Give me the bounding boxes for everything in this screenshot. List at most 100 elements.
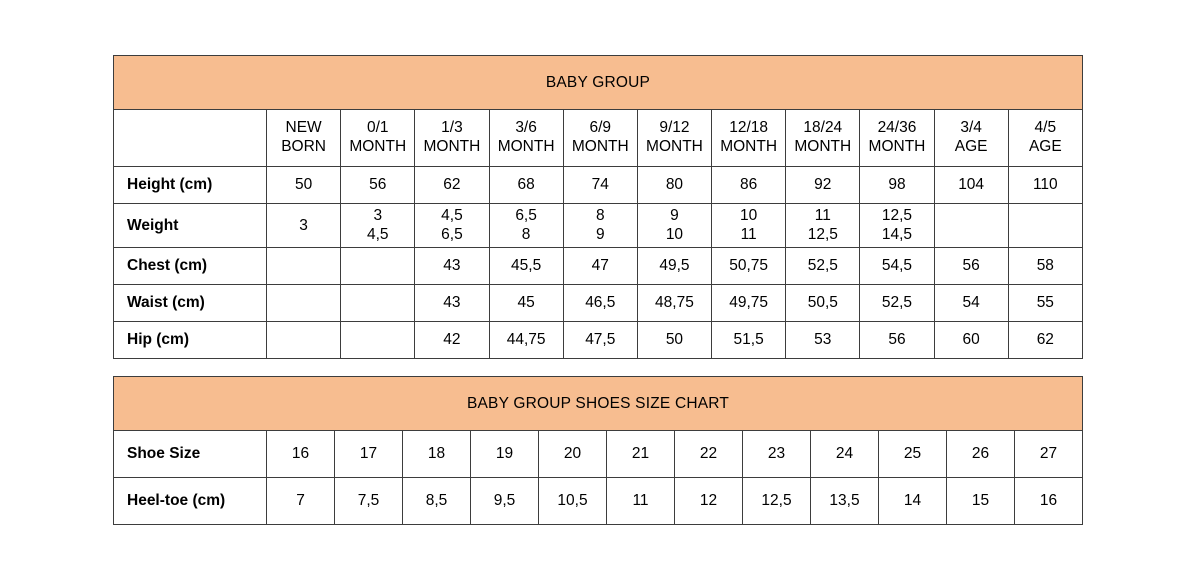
shoes-cell-r2-c12: 16 [1013,477,1084,525]
baby-group-cell-r2-c10 [933,203,1009,248]
table-row: Hip (cm) 42 44,75 47,5 50 51,5 53 56 60 62 [113,321,1083,359]
shoes-row-label-2: Heel-toe (cm) [113,477,267,525]
shoes-cell-r1-c2: 17 [334,430,403,478]
baby-group-cell-r3-c11: 58 [1007,247,1083,285]
baby-group-cell-r3-c3: 43 [414,247,490,285]
baby-group-cell-r4-c9: 52,5 [859,284,935,322]
shoes-cell-r1-c12: 27 [1013,430,1084,478]
baby-group-column-header-1: NEW BORN [265,109,342,167]
shoes-cell-r1-c9: 24 [810,430,879,478]
baby-group-cell-r4-c8: 50,5 [785,284,861,322]
baby-group-cell-r2-c9: 12,5 14,5 [859,203,935,248]
shoes-cell-r2-c1: 7 [266,477,335,525]
shoes-cell-r1-c6: 21 [606,430,675,478]
baby-group-column-header-row: NEW BORN 0/1 MONTH 1/3 MONTH 3/6 MONTH 6/9 M… [113,109,1083,167]
baby-group-row-label-4: Waist (cm) [113,284,267,322]
baby-group-column-header-7: 12/18 MONTH [711,109,787,167]
baby-group-column-header-4: 3/6 MONTH [488,109,564,167]
baby-group-cell-r4-c4: 45 [488,284,564,322]
baby-group-cell-r3-c4: 45,5 [488,247,564,285]
shoes-body: Shoe Size 16 17 18 19 20 21 22 23 24 25 26 27 Heel-to… [113,430,1084,525]
baby-group-cell-r1-c8: 92 [785,166,861,204]
baby-group-title: BABY GROUP [113,55,1083,110]
baby-group-cell-r3-c10: 56 [933,247,1009,285]
baby-group-size-table: BABY GROUP NEW BORN 0/1 MONTH 1/3 MONTH 3/6… [113,55,1083,359]
baby-group-corner-cell [113,109,267,167]
baby-group-cell-r1-c5: 74 [562,166,638,204]
shoes-chart-block: BABY GROUP SHOES SIZE CHART Shoe Size 16 1… [112,376,1084,525]
baby-group-row-label-5: Hip (cm) [113,321,267,359]
baby-group-cell-r2-c3: 4,5 6,5 [414,203,490,248]
shoes-cell-r2-c7: 12 [674,477,743,525]
table-row: Heel-toe (cm) 7 7,5 8,5 9,5 10,5 11 12 12,5 13,5 1… [113,477,1084,525]
baby-group-cell-r5-c3: 42 [414,321,490,359]
shoes-cell-r1-c1: 16 [266,430,335,478]
shoes-cell-r1-c4: 19 [470,430,539,478]
baby-group-column-header-6: 9/12 MONTH [636,109,713,167]
baby-group-cell-r4-c7: 49,75 [711,284,787,322]
baby-group-cell-r5-c8: 53 [785,321,861,359]
baby-group-banner-row: BABY GROUP [113,55,1083,110]
baby-group-cell-r5-c2 [340,321,416,359]
shoes-cell-r2-c5: 10,5 [538,477,607,525]
table-row: Height (cm) 50 56 62 68 74 80 86 92 98 104 110 [113,166,1083,204]
baby-group-cell-r4-c11: 55 [1007,284,1083,322]
baby-group-cell-r5-c1 [265,321,342,359]
shoes-chart-title: BABY GROUP SHOES SIZE CHART [112,376,1084,431]
baby-group-cell-r1-c6: 80 [636,166,713,204]
baby-group-cell-r4-c1 [265,284,342,322]
baby-group-cell-r1-c3: 62 [414,166,490,204]
baby-group-cell-r1-c7: 86 [711,166,787,204]
baby-group-cell-r4-c5: 46,5 [562,284,638,322]
baby-group-row-label-3: Chest (cm) [113,247,267,285]
baby-group-cell-r2-c1: 3 [265,203,342,248]
shoes-cell-r2-c4: 9,5 [470,477,539,525]
baby-group-cell-r3-c9: 54,5 [859,247,935,285]
baby-group-row-label-2: Weight [113,203,267,248]
baby-group-cell-r1-c1: 50 [265,166,342,204]
baby-group-cell-r5-c5: 47,5 [562,321,638,359]
baby-group-cell-r3-c1 [265,247,342,285]
shoes-cell-r1-c5: 20 [538,430,607,478]
baby-group-cell-r3-c7: 50,75 [711,247,787,285]
baby-group-cell-r4-c6: 48,75 [636,284,713,322]
table-row: Waist (cm) 43 45 46,5 48,75 49,75 50,5 52,5 54 55 [113,284,1083,322]
shoes-cell-r1-c3: 18 [402,430,471,478]
baby-group-cell-r4-c2 [340,284,416,322]
baby-group-body: Height (cm) 50 56 62 68 74 80 86 92 98 104 110 Weigh… [113,166,1083,359]
baby-group-cell-r1-c10: 104 [933,166,1009,204]
baby-group-cell-r3-c5: 47 [562,247,638,285]
baby-group-cell-r2-c5: 8 9 [562,203,638,248]
baby-group-column-header-8: 18/24 MONTH [785,109,861,167]
shoes-cell-r2-c8: 12,5 [742,477,811,525]
shoes-row-label-1: Shoe Size [113,430,267,478]
baby-group-cell-r5-c9: 56 [859,321,935,359]
shoes-cell-r1-c7: 22 [674,430,743,478]
shoes-cell-r2-c6: 11 [606,477,675,525]
baby-group-cell-r2-c7: 10 11 [711,203,787,248]
table-row: Shoe Size 16 17 18 19 20 21 22 23 24 25 26 27 [113,430,1084,478]
baby-group-cell-r2-c4: 6,5 8 [488,203,564,248]
baby-group-column-header-9: 24/36 MONTH [859,109,935,167]
baby-group-cell-r4-c3: 43 [414,284,490,322]
baby-group-cell-r1-c4: 68 [488,166,564,204]
shoes-cell-r1-c10: 25 [878,430,947,478]
baby-group-cell-r3-c2 [340,247,416,285]
table-row: Chest (cm) 43 45,5 47 49,5 50,75 52,5 54,5 56 58 [113,247,1083,285]
baby-group-chart-block: BABY GROUP NEW BORN 0/1 MONTH 1/3 MONTH 3/6… [113,55,1083,359]
shoes-cell-r2-c2: 7,5 [334,477,403,525]
shoes-cell-r2-c11: 15 [946,477,1015,525]
baby-group-column-header-11: 4/5 AGE [1007,109,1083,167]
baby-group-cell-r2-c2: 3 4,5 [340,203,416,248]
baby-group-cell-r1-c9: 98 [859,166,935,204]
baby-group-column-header-5: 6/9 MONTH [562,109,638,167]
baby-group-cell-r2-c6: 9 10 [636,203,713,248]
baby-group-cell-r1-c11: 110 [1007,166,1083,204]
baby-group-cell-r2-c11 [1007,203,1083,248]
baby-group-cell-r5-c6: 50 [636,321,713,359]
shoes-cell-r2-c10: 14 [878,477,947,525]
baby-group-cell-r5-c10: 60 [933,321,1009,359]
baby-group-cell-r1-c2: 56 [340,166,416,204]
